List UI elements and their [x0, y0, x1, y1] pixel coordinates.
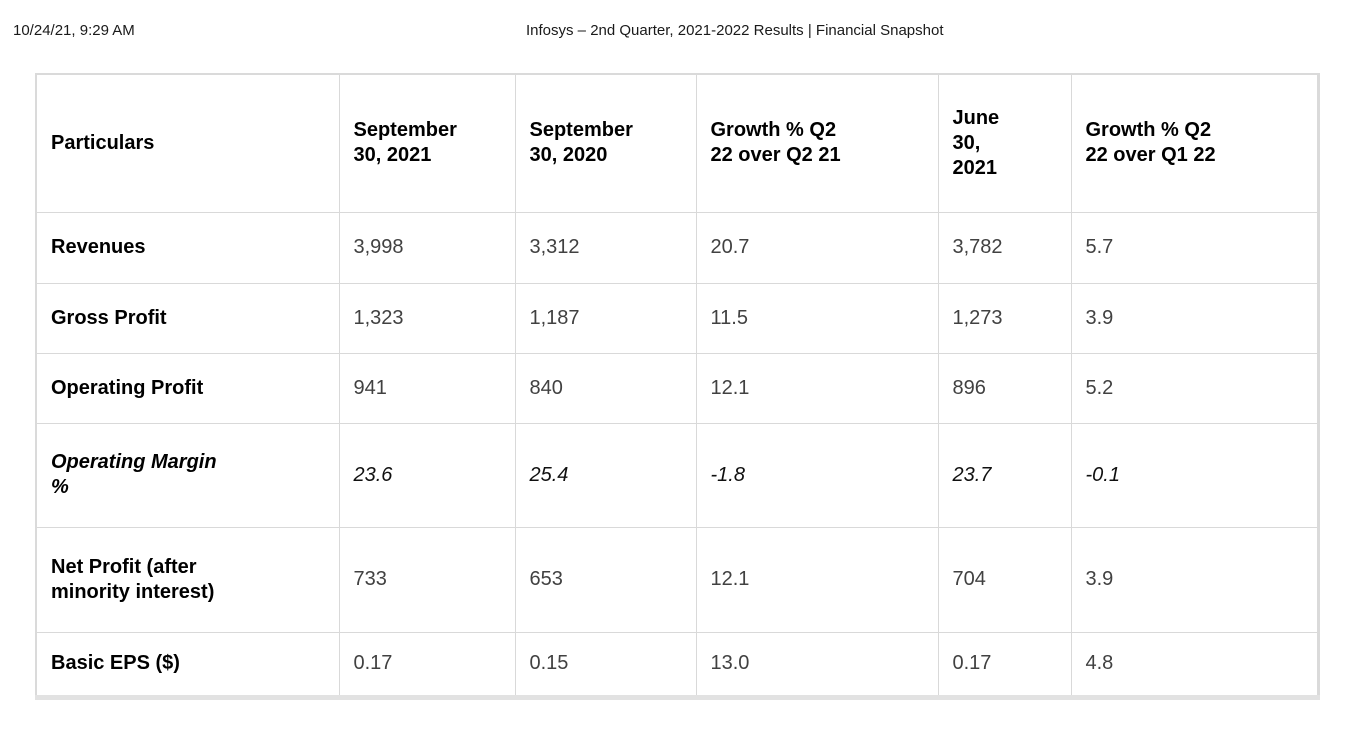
cell-value: 0.17	[937, 631, 1072, 698]
cell-value: 23.7	[937, 422, 1072, 528]
cell-value: 3.9	[1070, 526, 1319, 633]
cell-value: 12.1	[695, 352, 939, 424]
table-row-operating-margin: Operating Margin % 23.6 25.4 -1.8 23.7 -…	[35, 422, 1319, 528]
cell-value: 3,782	[937, 211, 1072, 284]
cell-value: 733	[338, 526, 516, 633]
row-label: Operating Margin %	[35, 422, 340, 528]
column-header-june-30-2021: June 30, 2021	[937, 73, 1072, 213]
cell-value: 653	[514, 526, 697, 633]
row-label: Basic EPS ($)	[35, 631, 340, 698]
table-row-operating-profit: Operating Profit 941 840 12.1 896 5.2	[35, 352, 1319, 424]
cell-value: 0.17	[338, 631, 516, 698]
column-header-sep-30-2021: September 30, 2021	[338, 73, 516, 213]
cell-value: 5.7	[1070, 211, 1319, 284]
financial-table: Particulars September 30, 2021 September…	[35, 73, 1320, 700]
cell-value: 1,273	[937, 282, 1072, 354]
column-header-growth-q2-over-q1: Growth % Q2 22 over Q1 22	[1070, 73, 1319, 213]
cell-value: 20.7	[695, 211, 939, 284]
print-header: 10/24/21, 9:29 AM Infosys – 2nd Quarter,…	[0, 0, 1358, 73]
cell-value: 840	[514, 352, 697, 424]
cell-value: 1,187	[514, 282, 697, 354]
cell-value: 5.2	[1070, 352, 1319, 424]
cell-value: 3.9	[1070, 282, 1319, 354]
cell-value: 11.5	[695, 282, 939, 354]
cell-value: -1.8	[695, 422, 939, 528]
cell-value: 23.6	[338, 422, 516, 528]
cell-value: 704	[937, 526, 1072, 633]
row-label: Operating Profit	[35, 352, 340, 424]
cell-value: 941	[338, 352, 516, 424]
cell-value: -0.1	[1070, 422, 1319, 528]
cell-value: 3,998	[338, 211, 516, 284]
row-label: Net Profit (after minority interest)	[35, 526, 340, 633]
row-label: Revenues	[35, 211, 340, 284]
cell-value: 4.8	[1070, 631, 1319, 698]
column-header-growth-q2-over-q2: Growth % Q2 22 over Q2 21	[695, 73, 939, 213]
cell-value: 3,312	[514, 211, 697, 284]
cell-value: 25.4	[514, 422, 697, 528]
table-header-row: Particulars September 30, 2021 September…	[35, 73, 1319, 213]
row-label: Gross Profit	[35, 282, 340, 354]
table-row-revenues: Revenues 3,998 3,312 20.7 3,782 5.7	[35, 211, 1319, 284]
cell-value: 13.0	[695, 631, 939, 698]
cell-value: 896	[937, 352, 1072, 424]
column-header-sep-30-2020: September 30, 2020	[514, 73, 697, 213]
column-header-particulars: Particulars	[35, 73, 340, 213]
print-timestamp: 10/24/21, 9:29 AM	[13, 22, 135, 39]
page-title: Infosys – 2nd Quarter, 2021-2022 Results…	[526, 22, 944, 39]
table-row-basic-eps: Basic EPS ($) 0.17 0.15 13.0 0.17 4.8	[35, 631, 1319, 698]
cell-value: 1,323	[338, 282, 516, 354]
cell-value: 12.1	[695, 526, 939, 633]
table-row-net-profit: Net Profit (after minority interest) 733…	[35, 526, 1319, 633]
cell-value: 0.15	[514, 631, 697, 698]
table-row-gross-profit: Gross Profit 1,323 1,187 11.5 1,273 3.9	[35, 282, 1319, 354]
